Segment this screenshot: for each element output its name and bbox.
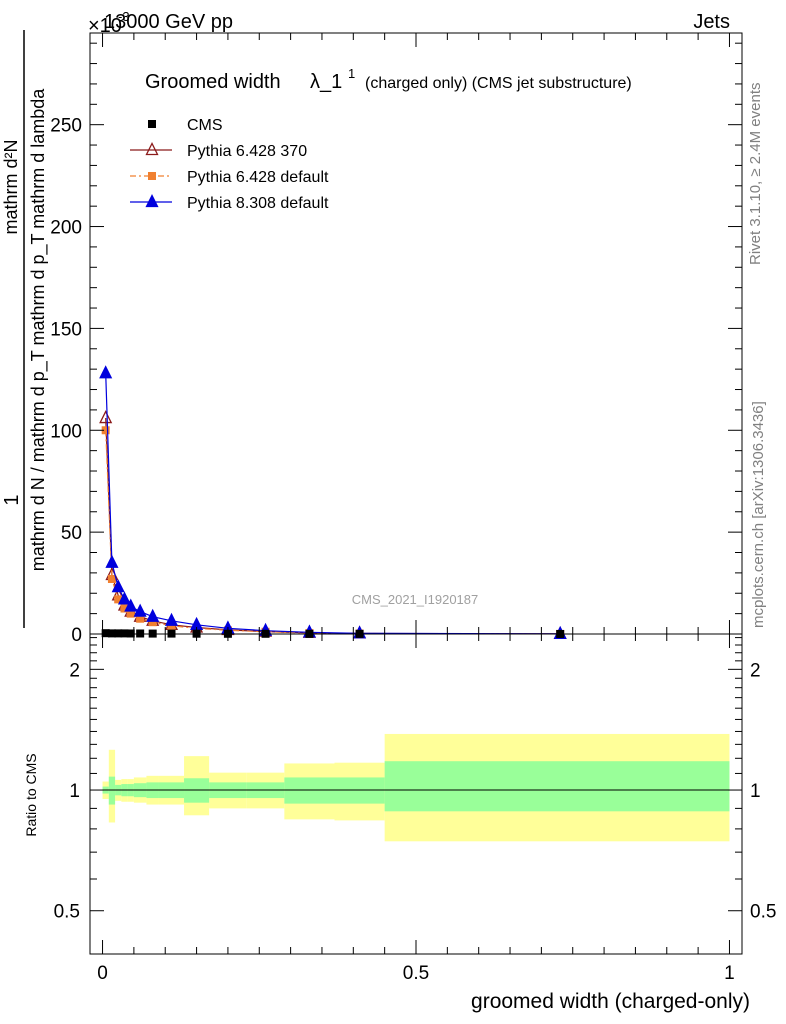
legend-marker — [148, 120, 156, 128]
ratio-y-tick-label: 2 — [69, 660, 80, 681]
chart-title: Groomed width λ_1 1 (charged only) (CMS … — [145, 66, 632, 93]
series-line-pythia-6-428-370 — [105, 417, 561, 635]
data-point — [101, 426, 110, 435]
chart-title-sup: 1 — [348, 66, 355, 81]
legend-marker — [145, 194, 159, 208]
energy-label: 13000 GeV pp — [104, 11, 233, 33]
chart-title-lambda: λ_1 — [310, 71, 342, 93]
legend-label: Pythia 6.428 default — [187, 169, 329, 186]
data-point — [148, 618, 157, 627]
y-tick-label: 0 — [71, 625, 82, 646]
series-line-pythia-8-308-default — [105, 373, 561, 635]
data-point — [126, 629, 135, 638]
main-series-layer — [99, 365, 567, 640]
y-exponent-base: ×10 — [88, 15, 122, 37]
main-x-axis — [102, 33, 730, 634]
x-tick-label: 0.5 — [403, 963, 429, 984]
legend-marker — [145, 142, 159, 156]
y-tick-label: 200 — [50, 218, 82, 239]
y-label-numerator-fraction: mathrm d²N — [1, 139, 21, 234]
data-point — [101, 629, 110, 638]
ratio-plot: 0.5 0.51 12 2 0 0.5 1 Ratio to CMS groomed wi… — [23, 633, 776, 1013]
data-point — [133, 603, 147, 617]
rivet-label: Rivet 3.1.10, ≥ 2.4M events — [747, 83, 764, 266]
y-tick-label: 50 — [61, 523, 82, 544]
data-point — [111, 579, 125, 593]
legend: CMS Pythia 6.428 370 Pythia 6.428 default P… — [130, 117, 329, 212]
y-tick-label: 250 — [50, 116, 82, 137]
ratio-bands — [102, 733, 730, 842]
jets-label: Jets — [693, 11, 730, 33]
ratio-x-axis: 0 0.5 1 — [97, 634, 735, 984]
data-point — [105, 554, 119, 568]
data-point — [126, 609, 135, 618]
ratio-y-tick-label: 1 — [69, 781, 80, 802]
data-point — [107, 574, 116, 583]
ratio-y-tick-label-right: 2 — [750, 660, 761, 681]
data-point — [99, 410, 113, 424]
main-y-axis: 0 50 100 150 200 250 — [50, 42, 742, 646]
x-axis-label: groomed width (charged-only) — [471, 990, 750, 1013]
y-label-numerator: 1 — [1, 494, 23, 505]
legend-label: Pythia 8.308 default — [187, 195, 329, 212]
data-point — [107, 629, 116, 638]
series-pythia-6-428-default — [101, 426, 565, 638]
ratio-y-tick-label-right: 1 — [750, 781, 761, 802]
data-point — [120, 629, 129, 638]
x-tick-label: 1 — [724, 963, 735, 984]
legend-item: Pythia 8.308 default — [130, 194, 329, 212]
inner-band-bin — [108, 776, 116, 805]
mcplots-label: mcplots.cern.ch [arXiv:1306.3436] — [750, 401, 767, 628]
ratio-y-tick-label: 0.5 — [54, 902, 80, 923]
y-exponent: ×10 -3 — [88, 9, 130, 37]
data-point — [136, 614, 145, 623]
y-tick-label: 150 — [50, 319, 82, 340]
x-tick-label: 0 — [97, 963, 108, 984]
legend-item: Pythia 6.428 default — [130, 169, 329, 186]
data-point — [136, 629, 145, 638]
ratio-y-tick-label-right: 0.5 — [750, 902, 776, 923]
data-point — [99, 365, 113, 379]
chart-title-main: Groomed width — [145, 71, 281, 93]
series-line-pythia-6-428-default — [105, 430, 561, 635]
main-plot: CMS_2021_I1920187 0 50 100 150 200 250 Groome… — [1, 30, 743, 646]
y-exponent-power: -3 — [118, 9, 130, 24]
legend-label: CMS — [187, 117, 223, 134]
data-point — [114, 595, 123, 604]
y-label-denominator: mathrm d N / mathrm d p_T mathrm d p_T m… — [28, 88, 49, 571]
ratio-y-axis: 0.5 0.5 1 1 2 2 — [54, 637, 776, 923]
main-y-label: 1 mathrm d²N mathrm d N / mathrm d p_T m… — [1, 30, 49, 628]
watermark: CMS_2021_I1920187 — [352, 592, 479, 607]
data-point — [120, 604, 129, 613]
data-point — [114, 629, 123, 638]
data-point — [117, 591, 132, 605]
chart-title-rest: (charged only) (CMS jet substructure) — [365, 75, 632, 92]
data-point — [124, 598, 138, 612]
y-tick-label: 100 — [50, 421, 82, 442]
data-point — [146, 608, 160, 622]
legend-marker — [148, 172, 156, 180]
legend-item: CMS — [148, 117, 223, 134]
ratio-y-label: Ratio to CMS — [23, 753, 39, 836]
series-pythia-8-308-default — [99, 365, 567, 640]
inner-band-bin — [384, 761, 730, 812]
data-point — [164, 612, 179, 626]
legend-label: Pythia 6.428 370 — [187, 143, 307, 160]
legend-item: Pythia 6.428 370 — [130, 142, 307, 160]
series-pythia-6-428-370 — [99, 410, 567, 640]
